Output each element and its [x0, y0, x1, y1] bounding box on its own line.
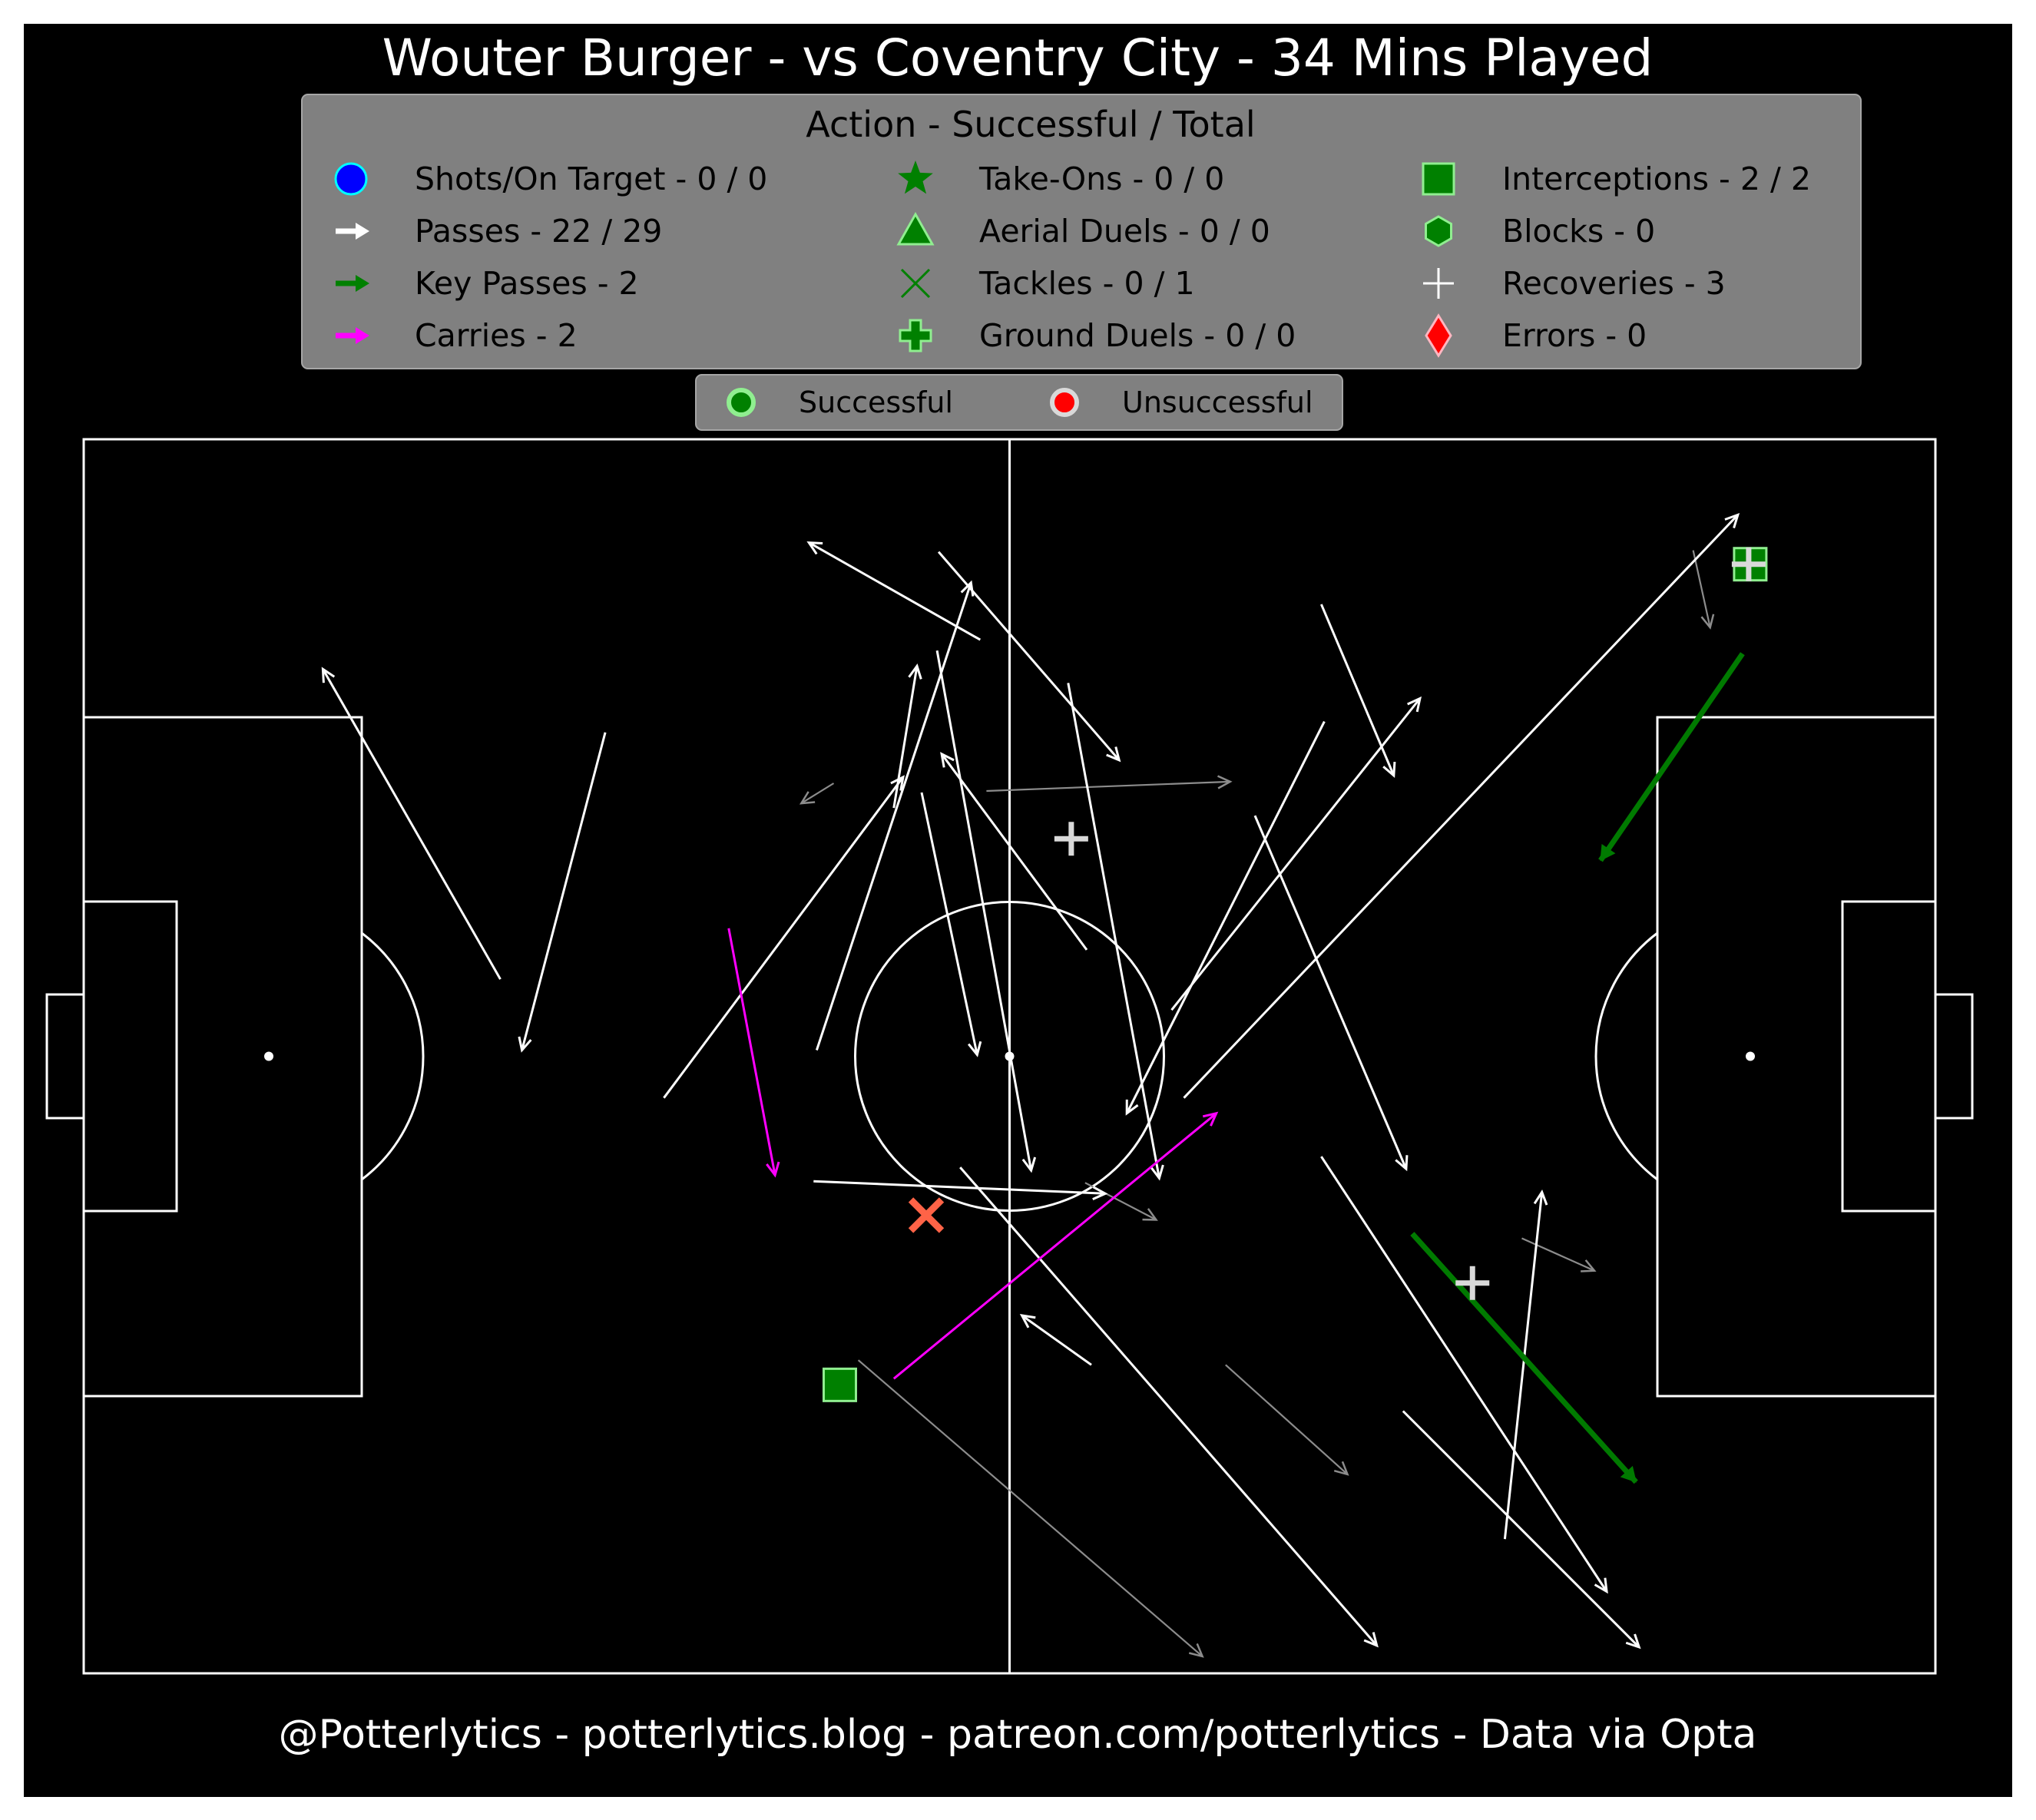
- legend-label-key-passes: Key Passes - 2: [415, 265, 639, 302]
- legend-item-interceptions: Interceptions - 2 / 2: [1422, 160, 1811, 197]
- legend-item-carries: Carries - 2: [336, 317, 578, 354]
- legend-item-take-ons: Take-Ons - 0 / 0: [898, 160, 1224, 197]
- successful-pass-14: [1067, 683, 1164, 1181]
- successful-label: Successful: [799, 386, 953, 419]
- legend-item-aerial-duels: Aerial Duels - 0 / 0: [896, 211, 1270, 250]
- successful-pass-12: [1170, 696, 1422, 1011]
- tackle-1: [908, 1197, 945, 1233]
- legend-symbol-take-ons: [898, 160, 933, 194]
- unsuccessful-pass-6: [857, 1359, 1204, 1658]
- legend-item-shots: Shots/On Target - 0 / 0: [334, 160, 767, 197]
- unsuccessful-pass-5: [1521, 1237, 1597, 1272]
- legend-symbol-aerial-duels: [896, 211, 935, 246]
- successful-pass-4: [815, 580, 975, 1051]
- legend-item-tackles: Tackles - 0 / 1: [900, 265, 1195, 302]
- recovery-3: [1731, 547, 1766, 581]
- interception-1: [822, 1367, 857, 1402]
- recovery-2: [1455, 1266, 1490, 1300]
- legend-symbol-key-passes-head: [356, 275, 369, 292]
- recovery-1: [1054, 822, 1088, 856]
- legend: Action - Successful / Total Shots/On Tar…: [301, 94, 1862, 369]
- successful-pass-2: [518, 732, 607, 1053]
- legend-label-tackles: Tackles - 0 / 1: [978, 265, 1195, 302]
- successful-pass-11: [1019, 1314, 1092, 1366]
- successful-pass-15: [1253, 815, 1409, 1172]
- legend-item-errors: Errors - 0: [1425, 313, 1647, 358]
- successful-pass-10: [937, 551, 1121, 763]
- outcome-legend-box: [695, 374, 1343, 431]
- left-goal: [45, 993, 85, 1120]
- successful-pass-18: [1183, 512, 1740, 1099]
- right-goal: [1934, 993, 1974, 1120]
- legend-symbol-interceptions: [1422, 162, 1455, 196]
- successful-pass-22: [813, 1180, 1108, 1200]
- successful-pass-21: [1503, 1189, 1548, 1540]
- unsuccessful-pass-4: [1225, 1364, 1349, 1476]
- successful-pass-5: [920, 792, 982, 1057]
- legend-title: Action - Successful / Total: [806, 104, 1255, 145]
- legend-items: Shots/On Target - 0 / 0 Passes - 22 / 29 K…: [334, 160, 1811, 358]
- legend-symbol-blocks: [1425, 215, 1452, 247]
- legend-label-take-ons: Take-Ons - 0 / 0: [978, 160, 1224, 197]
- successful-pass-13: [959, 1166, 1379, 1648]
- successful-pass-6: [935, 650, 1037, 1173]
- legend-item-blocks: Blocks - 0: [1425, 213, 1655, 250]
- unsuccessful-swatch: [1050, 388, 1079, 417]
- right-penalty-arc: [1594, 932, 1658, 1181]
- successful-swatch: [727, 388, 756, 417]
- unsuccessful-pass-1: [986, 775, 1233, 793]
- legend-label-aerial-duels: Aerial Duels - 0 / 0: [979, 213, 1270, 250]
- key-pass-1: [1598, 652, 1745, 862]
- legend-label-errors: Errors - 0: [1502, 317, 1647, 354]
- legend-symbol-shots: [334, 162, 368, 196]
- legend-item-passes: Passes - 22 / 29: [336, 213, 662, 250]
- left-penalty-spot: [264, 1051, 273, 1061]
- successful-pass-17: [1320, 604, 1396, 778]
- outcome-legend: Successful Unsuccessful: [695, 374, 1343, 431]
- carry-2: [892, 1111, 1219, 1380]
- unsuccessful-pass-7: [1692, 550, 1715, 630]
- successful-pass-1: [321, 667, 502, 980]
- legend-item-key-passes: Key Passes - 2: [336, 265, 639, 302]
- successful-pass-19: [1402, 1410, 1641, 1650]
- centre-circle: [854, 901, 1165, 1212]
- unsuccessful-label: Unsuccessful: [1122, 386, 1313, 419]
- legend-label-blocks: Blocks - 0: [1502, 213, 1655, 250]
- key-pass-2: [1410, 1232, 1638, 1484]
- right-penalty-spot: [1746, 1051, 1755, 1061]
- legend-symbol-tackles: [900, 268, 931, 299]
- left-penalty-arc: [361, 932, 425, 1181]
- successful-pass-7: [663, 775, 905, 1099]
- legend-symbol-ground-duels: [899, 319, 932, 352]
- chart-title: Wouter Burger - vs Coventry City - 34 Mi…: [382, 28, 1654, 88]
- legend-item-ground-duels: Ground Duels - 0 / 0: [899, 317, 1296, 354]
- legend-label-recoveries: Recoveries - 3: [1502, 265, 1726, 302]
- successful-pass-16: [1125, 720, 1326, 1116]
- successful-pass-9: [940, 752, 1088, 951]
- legend-symbol-errors: [1425, 313, 1452, 358]
- legend-label-passes: Passes - 22 / 29: [415, 213, 662, 250]
- successful-pass-20: [1320, 1156, 1608, 1594]
- legend-label-ground-duels: Ground Duels - 0 / 0: [979, 317, 1296, 354]
- legend-label-interceptions: Interceptions - 2 / 2: [1502, 160, 1811, 197]
- unsuccessful-pass-2: [799, 783, 835, 805]
- carry-1: [727, 928, 780, 1178]
- legend-label-carries: Carries - 2: [415, 317, 578, 354]
- pitch: [45, 438, 1974, 1675]
- successful-pass-8: [806, 541, 982, 641]
- legend-symbol-carries-head: [356, 327, 369, 344]
- legend-item-recoveries: Recoveries - 3: [1423, 265, 1726, 302]
- legend-symbol-passes-head: [356, 223, 369, 240]
- event-marks: [321, 512, 1768, 1658]
- chart-footer: @Potterlytics - potterlytics.blog - patr…: [279, 1712, 1757, 1758]
- legend-box: [301, 94, 1862, 369]
- legend-label-shots: Shots/On Target - 0 / 0: [415, 160, 767, 197]
- legend-symbol-recoveries: [1423, 268, 1454, 299]
